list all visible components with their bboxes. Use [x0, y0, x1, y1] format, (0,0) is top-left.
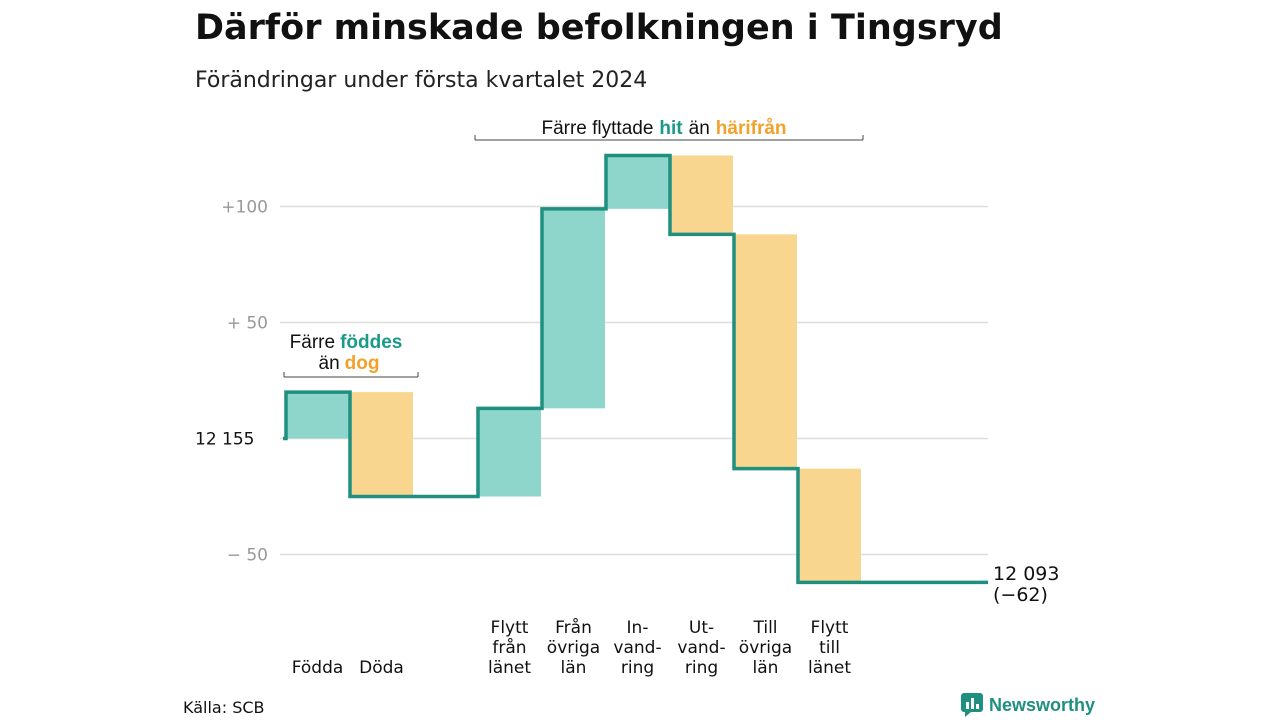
y-tick-label: + 50	[227, 314, 268, 334]
chart-title: Därför minskade befolkningen i Tingsryd	[195, 8, 1003, 48]
grid-layer: +100 + 50 12 155 − 50	[195, 198, 988, 566]
migration-annotation-mid: än	[689, 118, 710, 139]
category-label: Flytt	[811, 618, 849, 638]
migration-annotation: Färre flyttade hit än härifrån	[474, 118, 864, 141]
waterfall-bar-fodda	[286, 392, 349, 439]
category-label: In-	[627, 618, 649, 638]
bar-layer	[286, 155, 861, 583]
end-value-label: 12 093	[993, 563, 1059, 585]
births-annotation-teal-word: föddes	[340, 332, 402, 353]
category-label: länet	[808, 658, 851, 678]
migration-annotation-prefix: Färre flyttade	[541, 118, 653, 139]
bar-chart-logo-icon	[961, 693, 983, 717]
category-label: län	[753, 658, 779, 678]
waterfall-bar-invandring	[606, 155, 669, 209]
births-annotation-prefix: Färre	[290, 332, 335, 353]
births-annotation-bracket	[283, 372, 419, 378]
category-label: länet	[488, 658, 531, 678]
migration-annotation-teal-word: hit	[659, 118, 683, 139]
category-label: Ut-	[689, 618, 714, 638]
category-label: vand-	[677, 638, 725, 658]
waterfall-bar-till_ovriga_lan	[734, 234, 797, 469]
category-label: övriga	[547, 638, 600, 658]
end-change-label: (−62)	[993, 584, 1048, 606]
migration-annotation-orange-word: härifrån	[716, 118, 787, 139]
births-annotation: Färre föddes än dog	[283, 332, 419, 378]
waterfall-bar-flytt_till_lanet	[798, 468, 861, 583]
category-label: till	[819, 638, 840, 658]
step-line-layer	[283, 153, 988, 585]
category-label: Till	[752, 618, 777, 638]
cumulative-step-line	[283, 153, 988, 585]
y-tick-label: 12 155	[195, 430, 254, 450]
waterfall-bar-fran_ovriga_lan	[542, 208, 605, 409]
y-tick-label: +100	[221, 198, 268, 218]
category-label-layer: Födda DödaFlyttfrånlänetFrånövrigalänIn-v…	[292, 617, 852, 678]
category-label: län	[561, 658, 587, 678]
category-label: övriga	[739, 638, 792, 658]
category-label: från	[492, 637, 526, 658]
brand-name: Newsworthy	[989, 694, 1096, 715]
category-label: Från	[555, 617, 592, 638]
waterfall-bar-doda	[350, 392, 413, 497]
category-label: ring	[685, 658, 718, 678]
category-label: Födda	[292, 658, 344, 678]
births-annotation-orange-word: dog	[345, 353, 380, 374]
y-tick-label: − 50	[227, 546, 268, 566]
migration-annotation-bracket	[474, 135, 864, 141]
source-label: Källa: SCB	[183, 698, 265, 717]
births-annotation-prefix2: än	[319, 353, 340, 374]
waterfall-bar-flytt_fran_lanet	[478, 408, 541, 497]
category-label: ring	[621, 658, 654, 678]
category-label: Döda	[359, 658, 404, 678]
waterfall-bar-utvandring	[670, 155, 733, 235]
category-label: Flytt	[491, 618, 529, 638]
brand-logo: Newsworthy	[961, 693, 1095, 717]
category-label: vand-	[613, 638, 661, 658]
chart-subtitle: Förändringar under första kvartalet 2024	[195, 68, 648, 93]
